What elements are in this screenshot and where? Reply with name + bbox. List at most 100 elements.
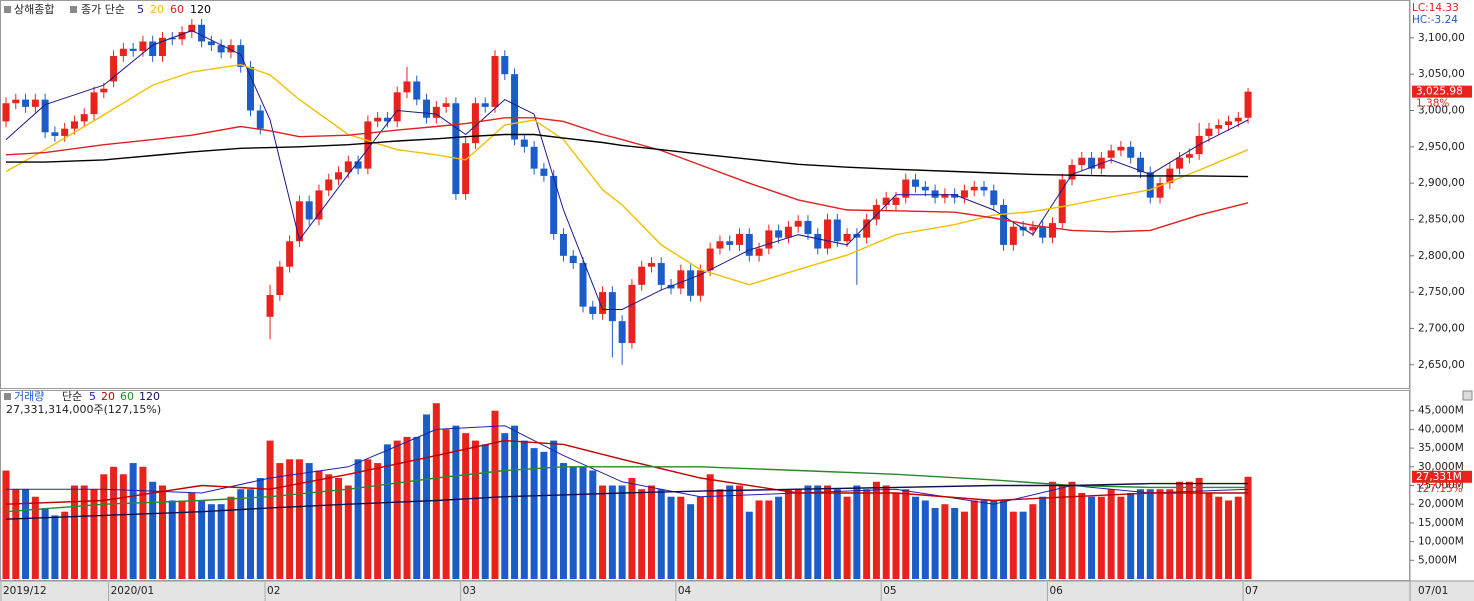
volume-bar: [1215, 496, 1223, 579]
candle-body: [139, 41, 147, 51]
candle-body: [736, 234, 743, 245]
volume-bar: [354, 459, 362, 579]
candle-body: [970, 186, 978, 191]
volume-bar: [1117, 496, 1125, 579]
candle-body: [266, 295, 274, 317]
volume-bar: [833, 489, 841, 579]
volume-bar: [2, 470, 10, 579]
volume-bar: [550, 440, 558, 579]
candle-body: [207, 41, 215, 46]
change-label: 1.38%: [1416, 98, 1449, 110]
candle-body: [168, 37, 176, 40]
volume-bar: [736, 485, 743, 579]
price-tag-label: 3,025.98: [1416, 86, 1463, 98]
volume-bar: [804, 485, 812, 579]
volume-bar: [530, 448, 538, 579]
legend-entry: 120: [190, 3, 211, 16]
volume-bar: [1156, 489, 1164, 579]
candle-body: [618, 321, 626, 343]
candle-body: [1215, 125, 1223, 129]
candle-body: [657, 263, 665, 285]
volume-bar: [716, 489, 724, 579]
volume-bar: [1009, 511, 1017, 579]
volume-bar: [912, 496, 920, 579]
close-button[interactable]: [1462, 390, 1473, 401]
volume-bar: [1195, 478, 1203, 579]
candle-body: [814, 234, 822, 249]
legend-entry: 60: [120, 390, 134, 403]
candle-body: [824, 219, 832, 249]
volume-bar: [471, 440, 479, 579]
volume-bar: [247, 489, 254, 579]
volume-bar: [237, 489, 245, 579]
candle-body: [119, 48, 127, 57]
chart-title: 상해종합: [14, 2, 54, 16]
volume-bar: [1019, 511, 1027, 579]
candle-body: [1039, 226, 1047, 238]
volume-bar: [1088, 496, 1096, 579]
candle-body: [628, 284, 636, 343]
candle-body: [188, 24, 196, 33]
volume-bar: [559, 463, 567, 579]
volume-bar: [1000, 500, 1008, 579]
candle-body: [110, 56, 118, 82]
volume-bar: [1107, 489, 1115, 579]
candle-body: [716, 241, 724, 249]
volume-bar: [305, 463, 313, 579]
candle-body: [794, 220, 802, 227]
candle-body: [1117, 146, 1125, 151]
volume-bar: [706, 474, 714, 579]
volume-bar: [667, 496, 675, 579]
candle-body: [941, 194, 949, 198]
volume-bar: [335, 478, 343, 579]
candle-body: [960, 190, 968, 198]
volume-bar: [158, 485, 166, 579]
legend-entry: 5: [137, 3, 144, 16]
candle-body: [1176, 157, 1184, 169]
candle-body: [237, 45, 245, 67]
volume-bar: [540, 451, 548, 579]
volume-bar: [970, 500, 978, 579]
candle-body: [432, 106, 440, 118]
candle-body: [178, 32, 186, 40]
candle-body: [804, 220, 812, 234]
candle-body: [863, 219, 871, 238]
candle-body: [256, 110, 264, 129]
candle-body: [501, 56, 509, 75]
volume-bar: [227, 496, 235, 579]
candle-body: [70, 121, 78, 129]
volume-bar: [168, 500, 176, 579]
volume-bar: [814, 485, 822, 579]
volume-bar: [61, 511, 69, 579]
y-tick-label: 2,750,00: [1418, 286, 1465, 298]
moving-average: [5, 482, 1249, 520]
candle-body: [1244, 91, 1252, 118]
volume-bar: [726, 485, 734, 579]
y-tick-label: 15,000M: [1418, 517, 1464, 529]
y-tick-label: 3,050,00: [1418, 68, 1465, 80]
volume-bar: [696, 496, 704, 579]
volume-bar: [403, 436, 411, 579]
candle-body: [579, 263, 587, 307]
volume-bar: [687, 504, 695, 579]
volume-bar: [775, 496, 783, 579]
legend-entry: 20: [150, 3, 164, 16]
volume-title: 거래량: [14, 390, 44, 403]
candle-body: [325, 179, 333, 191]
candle-body: [335, 172, 343, 180]
candle-body: [951, 194, 959, 198]
volume-bar: [110, 466, 118, 579]
volume-bar: [325, 474, 333, 579]
candle-body: [31, 99, 39, 107]
candle-body: [784, 226, 792, 238]
volume-bar: [628, 478, 636, 579]
moving-average: [5, 63, 1249, 286]
volume-bar: [843, 496, 851, 579]
candle-body: [158, 37, 166, 57]
candle-body: [687, 270, 695, 296]
legend-entry: 20: [101, 390, 115, 403]
volume-bar: [1039, 496, 1047, 579]
candle-body: [1009, 226, 1017, 245]
volume-bar: [315, 470, 323, 579]
